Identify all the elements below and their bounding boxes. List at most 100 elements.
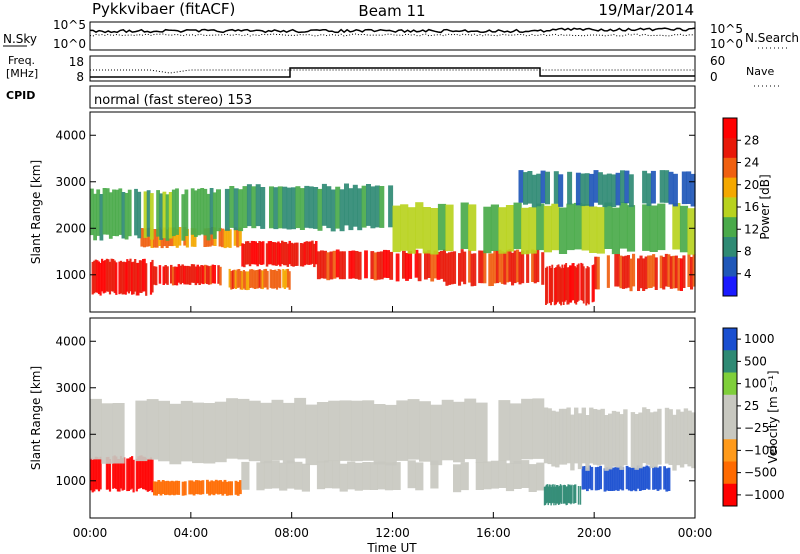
heatmap-cell	[445, 204, 454, 252]
heatmap-cell	[294, 461, 303, 490]
nave-trace	[90, 69, 695, 74]
heatmap-cell	[156, 190, 160, 237]
heatmap-cell	[566, 486, 568, 505]
heatmap-cell	[148, 458, 151, 492]
heatmap-cell	[585, 415, 590, 471]
heatmap-cell	[301, 243, 305, 267]
heatmap-cell	[93, 260, 96, 294]
heatmap-cell	[299, 188, 305, 230]
heatmap-cell	[615, 172, 621, 206]
velocity-colorbar-tick-label: 25	[744, 399, 759, 413]
heatmap-cell	[608, 467, 611, 491]
heatmap-cell	[662, 256, 666, 290]
heatmap-cell	[384, 462, 394, 491]
heatmap-cell	[168, 192, 173, 239]
velocity-colorbar-ticks: 1000 500 100 25 −25 −100 −500 −1000	[737, 332, 785, 502]
heatmap-cell	[553, 268, 556, 306]
heatmap-cell	[615, 411, 620, 468]
heatmap-cell	[258, 241, 261, 265]
heatmap-cell	[460, 462, 469, 491]
nsky-tick-bottom: 10^0	[53, 37, 86, 51]
heatmap-cell	[521, 460, 530, 488]
heatmap-cell	[119, 455, 123, 489]
heatmap-cell	[149, 457, 153, 490]
heatmap-cell	[201, 480, 205, 495]
heatmap-cell	[513, 461, 522, 489]
velocity-colorbar-block	[723, 372, 737, 396]
heatmap-cell	[556, 485, 558, 504]
freq-tick-top: 18	[69, 55, 84, 69]
heatmap-cell	[244, 271, 247, 290]
heatmap-cell	[604, 415, 609, 471]
power-colorbar-block	[723, 256, 737, 277]
heatmap-cell	[212, 481, 216, 496]
cpid-text: normal (fast stereo) 153	[94, 93, 252, 108]
heatmap-cell	[634, 414, 639, 470]
heatmap-cell	[582, 266, 585, 304]
heatmap-cell	[557, 264, 560, 302]
heatmap-cell	[626, 205, 636, 252]
heatmap-cell	[574, 484, 576, 504]
heatmap-cell	[192, 264, 196, 283]
heatmap-cell	[448, 252, 452, 285]
heatmap-cell	[611, 174, 617, 207]
heatmap-cell	[574, 484, 577, 503]
heatmap-cell	[528, 207, 537, 254]
heatmap-cell	[162, 266, 165, 285]
x-tick-label: 12:00	[375, 526, 410, 540]
heatmap-cell	[347, 461, 356, 490]
heatmap-cell	[383, 249, 387, 278]
heatmap-cell	[292, 243, 295, 267]
heatmap-cell	[277, 241, 280, 265]
heatmap-cell	[234, 480, 238, 495]
heatmap-cell	[574, 202, 583, 250]
heatmap-cell	[656, 467, 660, 491]
heatmap-cell	[243, 243, 246, 268]
heatmap-cell	[142, 456, 145, 490]
heatmap-cell	[605, 467, 609, 491]
heatmap-cell	[282, 402, 295, 464]
y-tick-label: 4000	[55, 334, 86, 348]
heatmap-cell	[108, 192, 113, 239]
heatmap-cell	[153, 229, 157, 248]
heatmap-cell	[142, 259, 145, 292]
heatmap-cell	[619, 202, 628, 249]
y-tick-label: 1000	[55, 474, 86, 488]
heatmap-cell	[250, 269, 253, 288]
power-colorbar-block	[723, 216, 737, 237]
heatmap-cell	[271, 270, 274, 289]
heatmap-cell	[170, 264, 173, 284]
heatmap-cell	[275, 271, 279, 290]
heatmap-cell	[468, 204, 477, 251]
heatmap-cell	[619, 414, 624, 470]
heatmap-cell	[533, 250, 537, 284]
heatmap-cell	[556, 265, 559, 303]
heatmap-cell	[175, 266, 179, 286]
heatmap-cell	[571, 263, 574, 301]
heatmap-cell	[672, 255, 676, 289]
velocity-colorbar-block	[723, 328, 737, 351]
heatmap-cell	[284, 242, 288, 266]
heatmap-cell	[619, 466, 622, 490]
heatmap-cell	[592, 264, 595, 302]
heatmap-cell	[632, 253, 636, 287]
heatmap-cell	[175, 229, 179, 248]
heatmap-cell	[238, 269, 241, 288]
heatmap-cell	[157, 480, 161, 494]
heatmap-cell	[594, 256, 598, 290]
heatmap-cell	[503, 252, 507, 285]
y-tick-label: 4000	[55, 128, 86, 142]
heatmap-cell	[257, 269, 260, 289]
heatmap-cell	[158, 400, 170, 462]
heatmap-cell	[495, 250, 499, 284]
heatmap-cell	[657, 408, 662, 465]
heatmap-cell	[123, 261, 126, 295]
heatmap-cell	[305, 404, 318, 466]
heatmap-cell	[148, 227, 152, 247]
heatmap-cell	[164, 265, 167, 284]
heatmap-cell	[599, 465, 602, 490]
nsky-trace	[89, 27, 696, 37]
heatmap-cell	[239, 480, 242, 495]
heatmap-cell	[241, 243, 244, 267]
heatmap-cell	[400, 204, 409, 251]
